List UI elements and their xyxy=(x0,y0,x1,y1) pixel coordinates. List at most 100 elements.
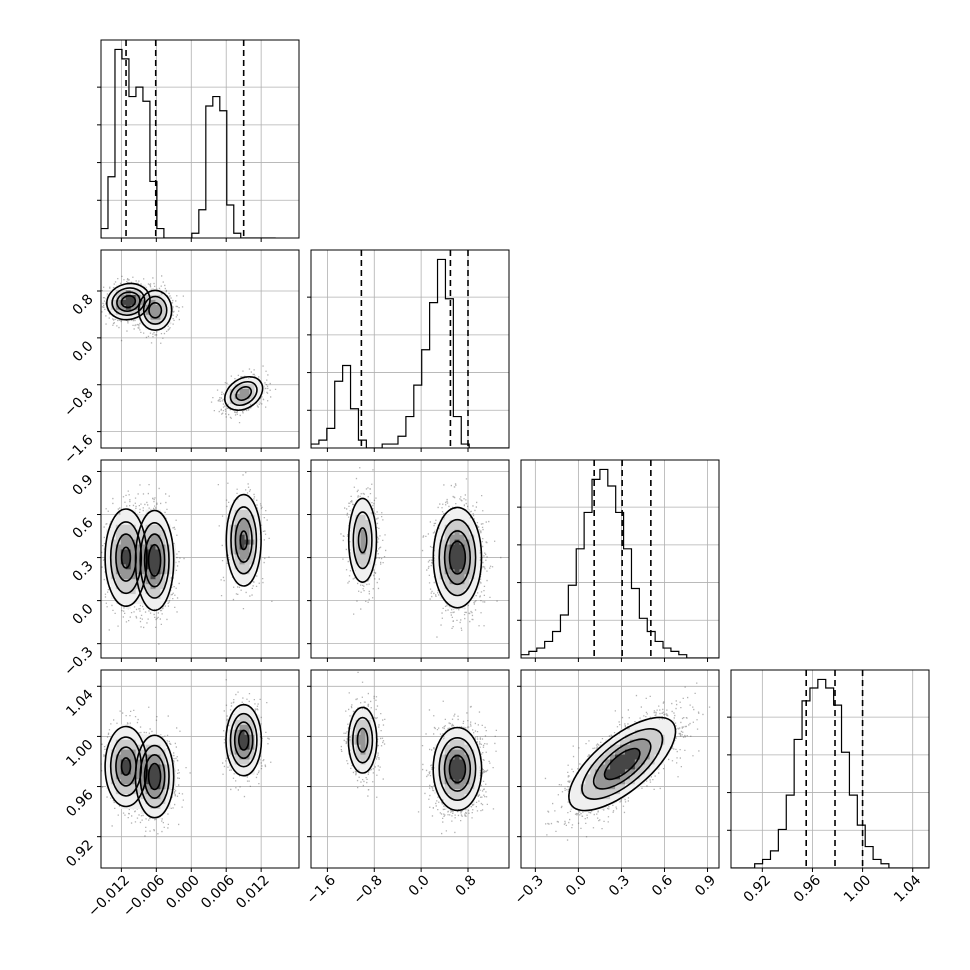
density-cell xyxy=(120,593,127,599)
density-cell xyxy=(355,524,361,530)
density-cell xyxy=(355,499,361,505)
density-cell xyxy=(459,593,465,599)
density-cell xyxy=(249,393,255,399)
density-cell xyxy=(600,778,606,785)
density-cell xyxy=(454,759,460,765)
density-cell xyxy=(595,769,601,775)
density-cell xyxy=(639,729,646,735)
density-cell xyxy=(125,754,132,760)
density-cell xyxy=(150,309,156,315)
density-cell xyxy=(575,793,581,800)
density-cell xyxy=(459,778,465,785)
density-cell xyxy=(120,778,127,785)
density-cell xyxy=(610,773,616,780)
density-cell xyxy=(654,754,660,760)
density-cell xyxy=(444,769,450,775)
density-cell xyxy=(605,744,611,750)
density-cell xyxy=(439,578,446,585)
density-cell xyxy=(239,378,245,385)
contour-line xyxy=(357,527,368,554)
density-cell xyxy=(580,788,586,795)
density-cell xyxy=(150,289,156,295)
density-cell xyxy=(115,309,122,315)
contour-line xyxy=(115,746,137,787)
density-cell xyxy=(659,729,665,735)
density-cell xyxy=(585,798,591,805)
density-cell xyxy=(239,514,245,520)
density-cell xyxy=(239,549,245,555)
density-cell xyxy=(130,764,137,770)
density-cell xyxy=(449,754,455,760)
density-cell xyxy=(649,754,656,760)
density-cell xyxy=(469,529,475,535)
density-cell xyxy=(135,788,141,795)
density-cell xyxy=(360,769,366,775)
contour-line xyxy=(115,533,137,582)
density-cell xyxy=(140,769,146,775)
density-cell xyxy=(474,563,480,570)
density-cell xyxy=(454,754,460,760)
axes-frame xyxy=(520,669,720,869)
y-tick-label: 0.0 xyxy=(70,601,97,628)
density-cell xyxy=(350,524,356,530)
density-cell xyxy=(355,544,361,550)
density-cell xyxy=(254,524,260,530)
density-cell xyxy=(155,309,161,315)
contour-line xyxy=(352,511,373,570)
density-cell xyxy=(360,514,366,520)
density-cell xyxy=(370,744,376,750)
density-cell xyxy=(145,793,151,800)
density-cell xyxy=(115,563,122,570)
density-cell xyxy=(135,284,141,290)
density-cell xyxy=(360,709,366,715)
density-cell xyxy=(249,499,255,505)
density-cell xyxy=(254,378,260,385)
axes-frame xyxy=(310,249,510,449)
density-cell xyxy=(355,509,361,515)
density-cell xyxy=(595,759,601,765)
density-cell xyxy=(160,514,166,520)
density-cell xyxy=(439,563,446,570)
density-cell xyxy=(125,524,132,530)
density-cell xyxy=(244,759,250,765)
density-cell xyxy=(454,563,460,570)
density-cell xyxy=(449,764,455,770)
density-cell xyxy=(120,729,127,735)
density-cell xyxy=(160,314,166,320)
density-cell xyxy=(639,739,646,745)
density-cell xyxy=(140,773,146,780)
density-cell xyxy=(110,773,117,780)
density-cell xyxy=(234,764,240,770)
density-cell xyxy=(110,559,117,565)
density-cell xyxy=(150,529,156,535)
density-cell xyxy=(575,773,581,780)
density-cell xyxy=(120,588,127,595)
density-cell xyxy=(130,593,137,599)
density-cell xyxy=(575,778,581,785)
density-cell xyxy=(115,534,122,540)
density-cell xyxy=(160,534,166,540)
density-cell xyxy=(434,539,441,545)
density-cell xyxy=(115,544,122,550)
x-tick-label: −1.6 xyxy=(304,872,339,907)
density-cell xyxy=(140,559,146,565)
histogram-panel-2 xyxy=(517,459,720,662)
density-cell xyxy=(360,734,366,740)
contour-line xyxy=(139,744,170,809)
density-cell xyxy=(370,514,376,520)
density-cell xyxy=(624,759,631,765)
y-tick-label: −0.3 xyxy=(61,644,96,679)
density-cell xyxy=(145,808,151,814)
density-cell xyxy=(155,773,161,780)
density-cell xyxy=(120,788,127,795)
density-cell xyxy=(244,709,250,715)
density-cell xyxy=(449,798,455,805)
density-cell xyxy=(654,744,660,750)
density-cell xyxy=(234,499,240,505)
density-cell xyxy=(644,724,651,730)
density-cell xyxy=(115,554,122,560)
density-cell xyxy=(575,788,581,795)
density-cell xyxy=(110,764,117,770)
density-cell xyxy=(370,554,376,560)
density-cell xyxy=(365,509,371,515)
